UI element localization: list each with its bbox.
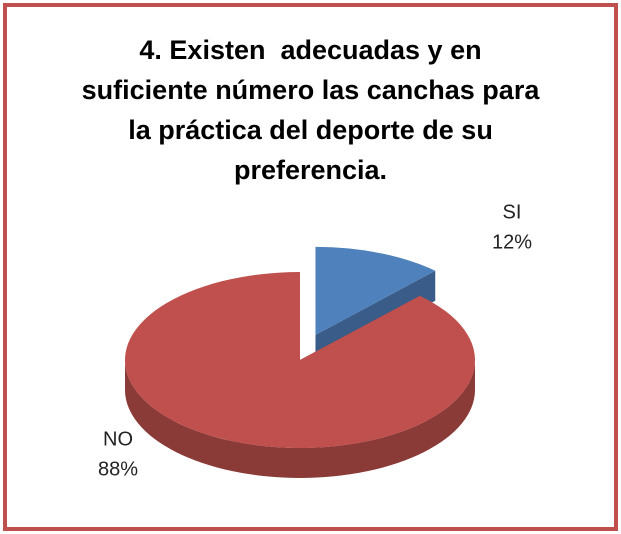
slice-side <box>125 360 475 478</box>
slice-label: NO <box>103 428 133 450</box>
chart-title: 4. Existen adecuadas y en suficiente núm… <box>81 35 540 185</box>
slice-value-label: 88% <box>98 458 138 480</box>
slice-label: SI <box>503 201 522 223</box>
slice <box>315 246 436 335</box>
slice-value-label: 12% <box>492 231 532 253</box>
slice <box>125 272 476 448</box>
